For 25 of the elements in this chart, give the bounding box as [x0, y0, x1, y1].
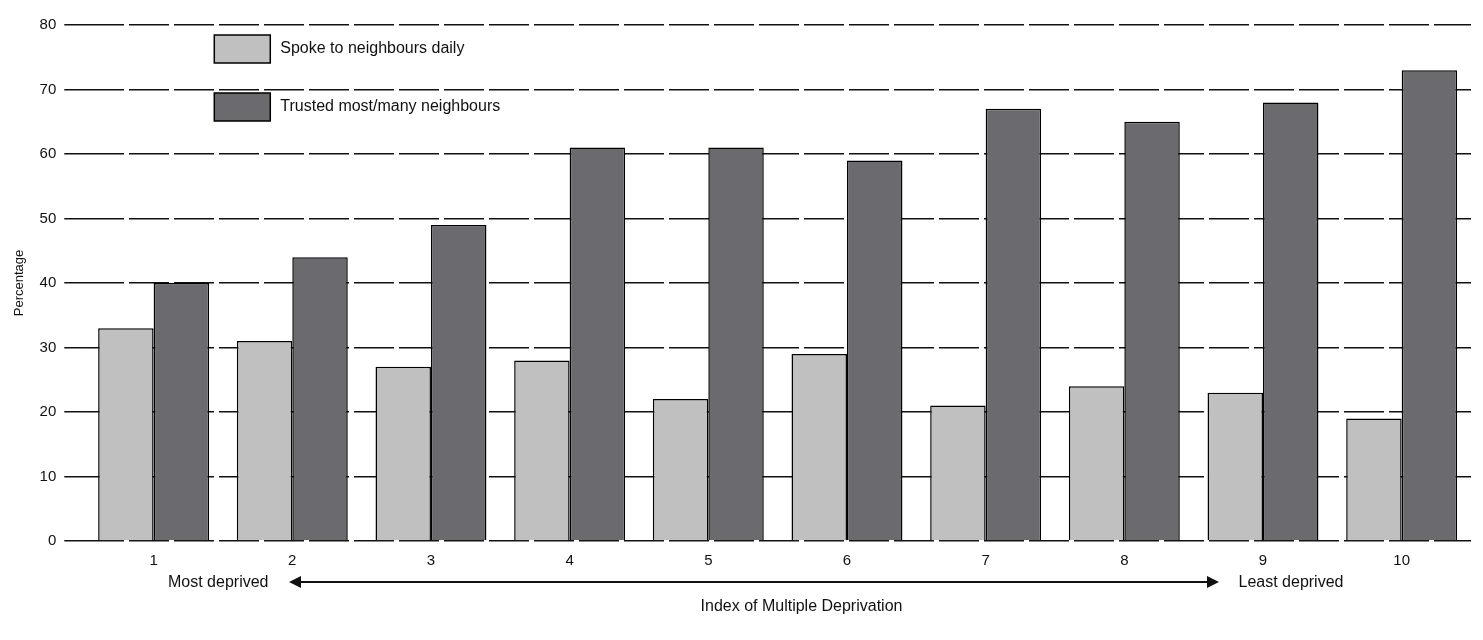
y-axis-title: Percentage — [11, 249, 27, 317]
x-tick-label: 3 — [426, 551, 436, 569]
legend-label: Spoke to neighbours daily — [280, 39, 465, 57]
legend-label: Trusted most/many neighbours — [280, 97, 501, 115]
y-tick-label: 80 — [39, 15, 57, 33]
x-tick-label: 9 — [1258, 551, 1268, 569]
y-tick-label: 70 — [39, 79, 57, 97]
x-tick-label: 1 — [149, 551, 158, 569]
y-tick-label: 30 — [39, 337, 57, 355]
y-tick-label: 60 — [39, 144, 57, 162]
text: Most deprived — [168, 573, 269, 591]
y-tick-label: 10 — [39, 466, 57, 484]
y-tick-label: 40 — [39, 273, 57, 291]
x-tick-label: 4 — [565, 551, 574, 569]
x-tick-label: 5 — [704, 551, 713, 569]
x-tick-label: 8 — [1120, 551, 1129, 569]
y-tick-label: 20 — [39, 402, 57, 420]
y-tick-label: 0 — [47, 531, 57, 549]
x-axis-title: Index of Multiple Deprivation — [699, 597, 904, 615]
y-tick-label: 50 — [39, 208, 57, 226]
x-tick-label: 6 — [842, 551, 852, 569]
x-tick-label: 2 — [288, 551, 297, 569]
x-tick-label: 10 — [1393, 551, 1411, 569]
x-tick-label: 7 — [981, 551, 990, 569]
text: Least deprived — [1238, 573, 1344, 591]
